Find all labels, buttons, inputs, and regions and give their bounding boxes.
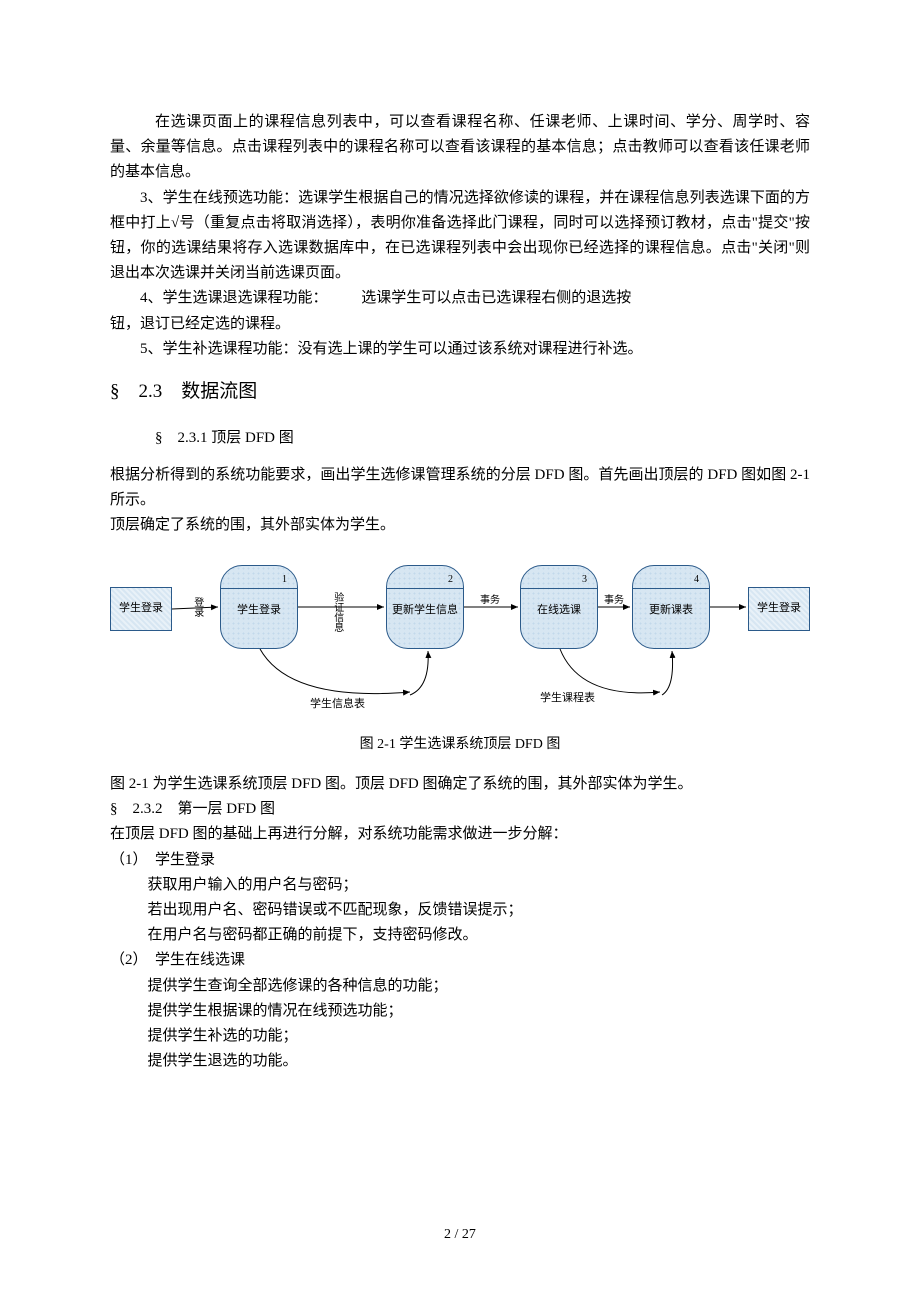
dfd-diagram: 学生登录 学生登录 1 学生登录 2 更新学生信息 3 在线选课 4 — [110, 547, 810, 727]
paragraph-2: 3、学生在线预选功能：选课学生根据自己的情况选择欲修读的课程，并在课程信息列表选… — [110, 186, 810, 287]
flow-label-01: 登录 — [188, 597, 205, 617]
list1-b: 若出现用户名、密码错误或不匹配现象，反馈错误提示； — [110, 898, 810, 923]
heading-2-3-2: § 2.3.2 第一层 DFD 图 — [110, 797, 810, 822]
paragraph-1: 在选课页面上的课程信息列表中，可以查看课程名称、任课老师、上课时间、学分、周学时… — [110, 110, 810, 186]
flow-label-23: 事务 — [480, 593, 500, 610]
heading-2-3-1: § 2.3.1 顶层 DFD 图 — [110, 426, 810, 451]
list1-c: 在用户名与密码都正确的前提下，支持密码修改。 — [110, 923, 810, 948]
external-right-label: 学生登录 — [757, 602, 801, 616]
process-sep — [521, 588, 597, 589]
external-left-label: 学生登录 — [119, 602, 163, 616]
process-2: 2 更新学生信息 — [386, 565, 464, 649]
sec231-p1: 根据分析得到的系统功能要求，画出学生选修课管理系统的分层 DFD 图。首先画出顶… — [110, 463, 810, 513]
process-3: 3 在线选课 — [520, 565, 598, 649]
heading-2-3: § 2.3 数据流图 — [110, 376, 810, 408]
store-left: 学生信息表 — [310, 695, 365, 713]
list2-d: 提供学生退选的功能。 — [110, 1049, 810, 1074]
dfd-canvas: 学生登录 学生登录 1 学生登录 2 更新学生信息 3 在线选课 4 — [110, 547, 810, 727]
list2-a: 提供学生查询全部选修课的各种信息的功能； — [110, 974, 810, 999]
sec231-p3: 图 2-1 为学生选课系统顶层 DFD 图。顶层 DFD 图确定了系统的围，其外… — [110, 772, 810, 797]
process-sep — [633, 588, 709, 589]
p3-tail: 选课学生可以点击已选课程右侧的退选按 — [361, 286, 631, 311]
process-3-label: 在线选课 — [521, 604, 597, 618]
store-right: 学生课程表 — [540, 689, 595, 707]
process-3-num: 3 — [582, 572, 587, 589]
list1-a: 获取用户输入的用户名与密码； — [110, 873, 810, 898]
process-4-label: 更新课表 — [633, 604, 709, 618]
list1-head: （1） 学生登录 — [110, 848, 810, 873]
process-1: 1 学生登录 — [220, 565, 298, 649]
process-sep — [387, 588, 463, 589]
sec232-p1: 在顶层 DFD 图的基础上再进行分解，对系统功能需求做进一步分解： — [110, 822, 810, 847]
process-4-num: 4 — [694, 572, 699, 589]
process-2-num: 2 — [448, 572, 453, 589]
figure-caption-2-1: 图 2-1 学生选课系统顶层 DFD 图 — [110, 733, 810, 757]
paragraph-4: 5、学生补选课程功能：没有选上课的学生可以通过该系统对课程进行补选。 — [110, 337, 810, 362]
process-sep — [221, 588, 297, 589]
p3-lead: 4、学生选课退选课程功能： — [110, 286, 328, 311]
list2-c: 提供学生补选的功能； — [110, 1024, 810, 1049]
page-footer: 2 / 27 — [0, 1223, 920, 1247]
process-1-label: 学生登录 — [221, 604, 297, 618]
external-left: 学生登录 — [110, 587, 172, 631]
paragraph-3c: 钮，退订已经定选的课程。 — [110, 312, 810, 337]
flow-label-12: 验证信息 — [328, 592, 345, 632]
list2-b: 提供学生根据课的情况在线预选功能； — [110, 999, 810, 1024]
process-1-num: 1 — [282, 572, 287, 589]
flow-label-34: 事务 — [604, 593, 624, 610]
process-4: 4 更新课表 — [632, 565, 710, 649]
process-2-label: 更新学生信息 — [387, 604, 463, 618]
external-right: 学生登录 — [748, 587, 810, 631]
page: 在选课页面上的课程信息列表中，可以查看课程名称、任课老师、上课时间、学分、周学时… — [0, 0, 920, 1302]
sec231-p2: 顶层确定了系统的围，其外部实体为学生。 — [110, 513, 810, 538]
list2-head: （2） 学生在线选课 — [110, 948, 810, 973]
paragraph-3: 4、学生选课退选课程功能： 选课学生可以点击已选课程右侧的退选按 — [110, 286, 810, 311]
